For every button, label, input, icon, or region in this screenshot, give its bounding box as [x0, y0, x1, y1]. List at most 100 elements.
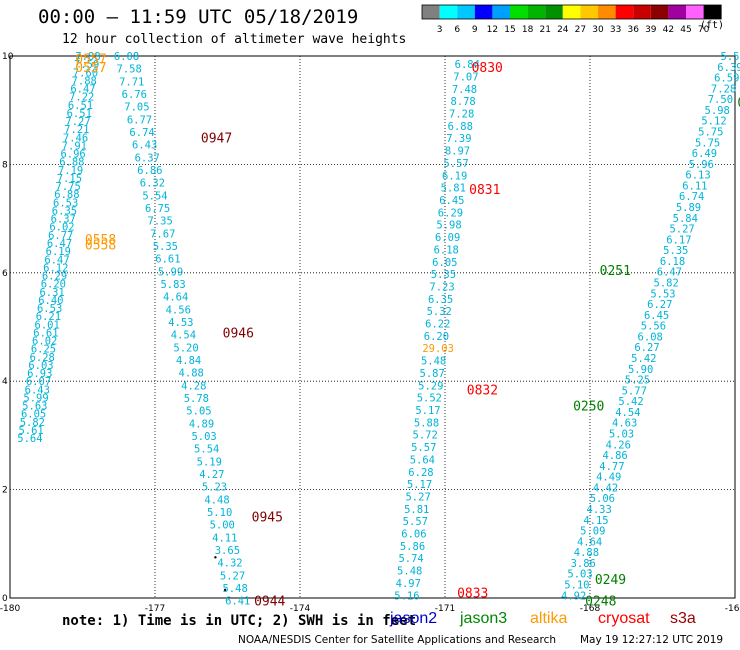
swh-value-s3a-left: 5.10 [207, 507, 232, 519]
swh-value-altika-left: 7.46 [63, 132, 88, 144]
y-tick-label: 2 [2, 486, 8, 496]
scale-swatch [545, 5, 563, 19]
legend-s3a: s3a [670, 610, 696, 627]
swh-value-jason3: 5.06 [590, 493, 615, 505]
swh-value-s3a-left: 4.54 [171, 330, 196, 342]
swh-value-jason3: 6.47 [657, 267, 682, 279]
swh-value-altika-left: 5.99 [23, 392, 48, 404]
swh-value-jason3: 6.27 [647, 299, 672, 311]
swh-value-s3a-left: 4.28 [181, 380, 206, 392]
swh-value-altika-left: 7.59 [74, 59, 99, 71]
swh-value-jason3: 4.49 [596, 472, 621, 484]
swh-value-altika-left: 6.07 [26, 376, 51, 388]
scale-swatch [457, 5, 475, 19]
swh-value-cryosat: 6.28 [408, 467, 433, 479]
swh-value-s3a-left: 5.05 [186, 406, 211, 418]
scale-label: 45 [680, 25, 691, 35]
swh-value-altika-left: 7.27 [65, 116, 90, 128]
marker-dot [214, 556, 217, 559]
swh-value-altika-left: 7.15 [57, 173, 82, 185]
scale-units: (ft) [700, 20, 725, 31]
swh-value-s3a-left: 4.88 [179, 368, 204, 380]
swh-value-jason3: 7.28 [711, 83, 736, 95]
swh-value-jason3: 5.75 [695, 137, 720, 149]
swh-value-altika-left: 6.20 [41, 279, 66, 291]
swh-value-jason3: 5.77 [622, 385, 647, 397]
swh-value-altika-left: 6.47 [70, 84, 95, 96]
scale-swatch [703, 5, 722, 19]
swh-value-jason3: 5.53 [650, 288, 675, 300]
x-tick-label: -174 [290, 604, 311, 614]
time-label-cryosat: 0833 [457, 587, 488, 602]
time-label-s3a: 0945 [252, 511, 283, 526]
swh-value-jason3: 6.17 [666, 234, 691, 246]
swh-value-cryosat: 5.16 [394, 590, 419, 602]
time-label-s3a: 0947 [201, 131, 232, 146]
swh-value-s3a-left: 5.23 [202, 482, 227, 494]
scale-swatch [686, 5, 704, 19]
swh-value-jason3: 3.86 [571, 558, 596, 570]
swh-value-cryosat: 6.19 [442, 170, 467, 182]
time-label-altika: 0558 [85, 239, 116, 254]
swh-value-s3a-left: 5.19 [197, 456, 222, 468]
swh-value-jason3: 5.75 [698, 127, 723, 139]
swh-value-s3a-left: 6.77 [127, 114, 152, 126]
scale-label: 36 [627, 25, 639, 35]
swh-value-s3a-left: 6.43 [132, 140, 157, 152]
swh-value-s3a-left: 4.27 [199, 469, 224, 481]
swh-value-jason3: 6.74 [679, 191, 704, 203]
swh-value-altika-left: 6.02 [32, 336, 57, 348]
swh-value-jason3: 5.25 [625, 375, 650, 387]
swh-value-s3a-left: 4.32 [217, 558, 242, 570]
swh-value-cryosat: 5.35 [431, 269, 456, 281]
time-label-jason3: 025 [737, 96, 740, 111]
swh-value-s3a-left: 6.32 [140, 178, 165, 190]
swh-value-cryosat: 6.45 [439, 195, 464, 207]
swh-value-cryosat: 5.81 [404, 504, 429, 516]
swh-value-s3a-left: 7.05 [124, 102, 149, 114]
scale-label: 15 [504, 25, 515, 35]
scale-label: 30 [592, 25, 604, 35]
swh-value-cryosat: 5.52 [417, 393, 442, 405]
scale-frame [421, 4, 722, 20]
y-tick-label: 6 [2, 269, 8, 279]
swh-value-altika-left: 7.75 [56, 181, 81, 193]
swh-value-cryosat: 29.03 [422, 343, 454, 355]
swh-value-cryosat: 5.74 [398, 553, 423, 565]
swh-value-jason3: 5.42 [618, 396, 643, 408]
swh-value-cryosat: 5.88 [414, 417, 439, 429]
swh-value-altika-left: 6.01 [35, 319, 60, 331]
footer-note: note: 1) Time is in UTC; 2) SWH is in fe… [62, 613, 417, 629]
swh-value-cryosat: 6.09 [435, 232, 460, 244]
swh-value-altika-left: 6.12 [43, 262, 68, 274]
swh-value-altika-left: 6.03 [28, 360, 53, 372]
swh-value-cryosat: 5.98 [436, 220, 461, 232]
swh-value-cryosat: 5.29 [418, 380, 443, 392]
scale-label: 12 [487, 25, 498, 35]
swh-value-altika-left: 6.21 [36, 311, 61, 323]
scale-label: 27 [575, 25, 586, 35]
swh-value-jason3: 4.15 [583, 515, 608, 527]
swh-value-jason3: 5.42 [631, 353, 656, 365]
swh-value-jason3: 5.12 [701, 116, 726, 128]
scale-swatch [492, 5, 510, 19]
swh-value-altika-left: 6.35 [52, 205, 77, 217]
swh-value-cryosat: 8.78 [450, 96, 475, 108]
scale-swatch [527, 5, 546, 19]
swh-value-cryosat: 5.72 [413, 430, 438, 442]
scale-swatch [633, 5, 651, 19]
swh-value-s3a-left: 5.20 [173, 342, 198, 354]
swh-value-jason3: 4.33 [587, 504, 612, 516]
swh-value-altika-left: 6.88 [54, 189, 79, 201]
swh-value-s3a-left: 5.99 [158, 266, 183, 278]
time-label-jason3: 0250 [573, 400, 604, 415]
x-tick-label: -171 [435, 604, 455, 614]
scale-label: 6 [454, 25, 460, 35]
swh-value-s3a-left: 4.56 [166, 304, 191, 316]
swh-value-altika-left: 6.96 [60, 149, 85, 161]
swh-value-jason3: 7.50 [708, 94, 733, 106]
swh-value-altika-left: 6.47 [44, 254, 69, 266]
swh-value-altika-left: 5.61 [18, 425, 43, 437]
swh-value-jason3: 4.54 [615, 407, 640, 419]
scale-swatch [598, 5, 616, 19]
